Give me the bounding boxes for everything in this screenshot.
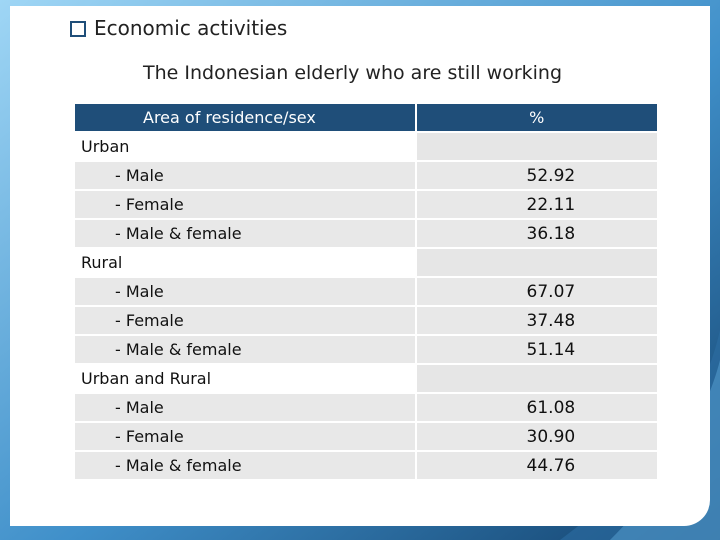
header-row: Area of residence/sex % <box>73 102 660 133</box>
table-row: - Male 67.07 <box>73 276 660 307</box>
row-label: - Female <box>73 305 417 336</box>
slide-heading: Economic activities <box>70 16 287 40</box>
row-value: 51.14 <box>414 334 660 365</box>
section-label: Urban <box>73 131 417 162</box>
row-value: 22.11 <box>414 189 660 220</box>
row-label: - Female <box>73 189 417 220</box>
table-row: - Male 52.92 <box>73 160 660 191</box>
row-value: 30.90 <box>414 421 660 452</box>
table-row: - Female 22.11 <box>73 189 660 220</box>
header-area: Area of residence/sex <box>73 102 417 133</box>
row-label: - Female <box>73 421 417 452</box>
section-label: Rural <box>73 247 417 278</box>
section-row-rural: Rural <box>73 247 660 278</box>
row-value: 61.08 <box>414 392 660 423</box>
section-empty-cell <box>414 363 660 394</box>
table-row: - Female 30.90 <box>73 421 660 452</box>
row-label: - Male <box>73 392 417 423</box>
row-value: 37.48 <box>414 305 660 336</box>
table-row: - Male & female 36.18 <box>73 218 660 249</box>
table-row: - Male & female 44.76 <box>73 450 660 481</box>
section-row-urban-and-rural: Urban and Rural <box>73 363 660 394</box>
row-label: - Male & female <box>73 450 417 481</box>
table-row: - Female 37.48 <box>73 305 660 336</box>
row-value: 36.18 <box>414 218 660 249</box>
header-percent: % <box>414 102 660 133</box>
row-value: 52.92 <box>414 160 660 191</box>
section-empty-cell <box>414 247 660 278</box>
section-label: Urban and Rural <box>73 363 417 394</box>
section-empty-cell <box>414 131 660 162</box>
working-elderly-table: Area of residence/sex % Urban - Male 52.… <box>73 102 660 481</box>
table-title: The Indonesian elderly who are still wor… <box>143 62 563 84</box>
table-row: - Male & female 51.14 <box>73 334 660 365</box>
table-row: - Male 61.08 <box>73 392 660 423</box>
row-label: - Male <box>73 160 417 191</box>
heading-text: Economic activities <box>94 16 288 40</box>
row-label: - Male <box>73 276 417 307</box>
section-row-urban: Urban <box>73 131 660 162</box>
row-value: 44.76 <box>414 450 660 481</box>
checkbox-bullet-icon <box>70 21 86 37</box>
row-label: - Male & female <box>73 218 417 249</box>
row-value: 67.07 <box>414 276 660 307</box>
row-label: - Male & female <box>73 334 417 365</box>
